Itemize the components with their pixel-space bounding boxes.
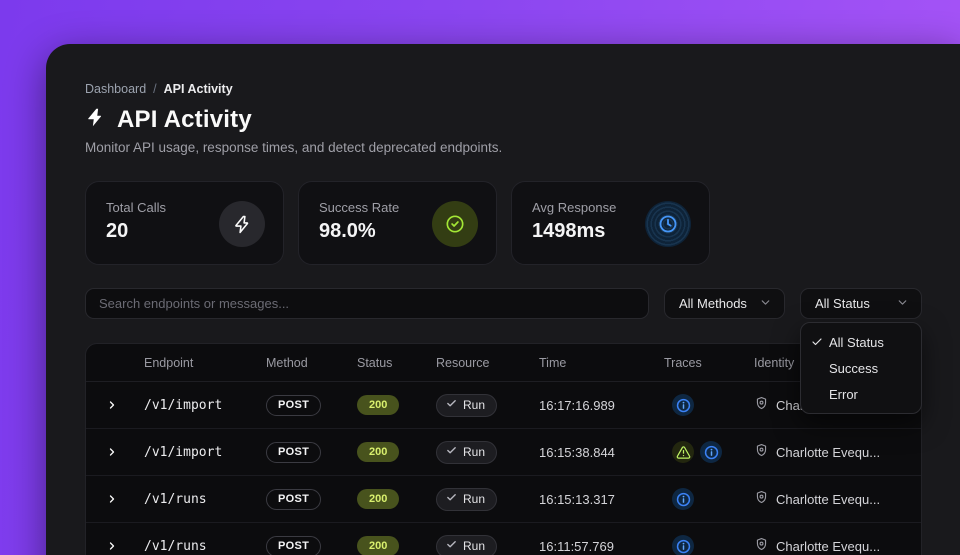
info-icon[interactable] xyxy=(700,441,722,463)
breadcrumb-current: API Activity xyxy=(163,82,233,96)
endpoint-cell: /v1/import xyxy=(144,444,223,460)
resource-pill: Run xyxy=(436,534,498,555)
main-panel: Dashboard / API Activity API Activity Mo… xyxy=(46,44,960,555)
column-header-traces: Traces xyxy=(664,355,702,370)
status-menu-item[interactable]: Success xyxy=(829,360,879,376)
info-icon[interactable] xyxy=(672,535,694,555)
shield-icon xyxy=(754,537,769,555)
identity-cell: Charlotte Evequ... xyxy=(754,443,921,461)
method-badge: POST xyxy=(266,394,322,416)
method-badge: POST xyxy=(266,488,322,510)
lightning-icon xyxy=(219,201,265,247)
breadcrumb: Dashboard / API Activity xyxy=(85,82,922,96)
api-activity-table: Endpoint Method Status Resource Time Tra… xyxy=(85,343,922,555)
stat-card-total-calls: Total Calls 20 xyxy=(85,181,284,265)
shield-icon xyxy=(754,490,769,508)
stat-value: 98.0% xyxy=(319,220,376,242)
table-row[interactable]: /v1/runs POST 200 Run 16:15:13.317 Charlotte … xyxy=(86,476,921,523)
endpoint-cell: /v1/runs xyxy=(144,538,207,554)
status-badge: 200 xyxy=(357,395,400,415)
column-header-resource: Resource xyxy=(436,355,490,370)
status-menu-item[interactable]: All Status xyxy=(801,329,921,355)
search-input[interactable] xyxy=(85,288,649,319)
row-expand-chevron-icon[interactable] xyxy=(86,399,144,411)
row-expand-chevron-icon[interactable] xyxy=(86,446,144,458)
stat-value: 1498ms xyxy=(532,220,606,242)
info-icon[interactable] xyxy=(672,394,694,416)
status-badge: 200 xyxy=(357,489,400,509)
column-header-method: Method xyxy=(266,355,308,370)
traces-cell xyxy=(664,441,754,463)
table-row[interactable]: /v1/runs POST 200 Run 16:11:57.769 Charlotte … xyxy=(86,523,921,555)
resource-pill: Run xyxy=(436,440,498,464)
endpoint-cell: /v1/runs xyxy=(144,491,207,507)
traces-cell xyxy=(664,535,754,555)
status-filter-value: All Status xyxy=(815,296,870,311)
time-cell: 16:15:38.844 xyxy=(539,444,615,460)
table-body: /v1/import POST 200 Run 16:17:16.989 Charlott… xyxy=(86,382,921,555)
identity-cell: Charlotte Evequ... xyxy=(754,537,921,555)
stat-card-success-rate: Success Rate 98.0% xyxy=(298,181,497,265)
column-header-time: Time xyxy=(539,355,567,370)
status-menu-item[interactable]: Error xyxy=(829,386,858,402)
stat-value: 20 xyxy=(106,220,129,242)
method-badge: POST xyxy=(266,535,322,555)
column-header-endpoint: Endpoint xyxy=(144,355,194,370)
traces-cell xyxy=(664,394,754,416)
stat-card-avg-response: Avg Response 1498ms xyxy=(511,181,710,265)
breadcrumb-parent[interactable]: Dashboard xyxy=(85,82,147,96)
shield-icon xyxy=(754,443,769,461)
identity-cell: Charlotte Evequ... xyxy=(754,396,921,414)
table-row[interactable]: /v1/import POST 200 Run 16:15:38.844 Charlott… xyxy=(86,429,921,476)
time-cell: 16:15:13.317 xyxy=(539,491,615,507)
check-icon xyxy=(446,445,457,459)
identity-cell: Charlotte Evequ... xyxy=(754,490,921,508)
stats-row: Total Calls 20 Success Rate 98.0% Avg xyxy=(85,181,922,265)
status-badge: 200 xyxy=(357,536,400,555)
check-icon xyxy=(446,492,457,506)
traces-cell xyxy=(664,488,754,510)
page-title: API Activity xyxy=(117,106,252,133)
page-subtitle: Monitor API usage, response times, and d… xyxy=(85,140,503,155)
column-header-identity: Identity xyxy=(754,355,795,370)
endpoint-cell: /v1/import xyxy=(144,397,223,413)
row-expand-chevron-icon[interactable] xyxy=(86,540,144,552)
table-row[interactable]: /v1/import POST 200 Run 16:17:16.989 Charlott… xyxy=(86,382,921,429)
stat-label: Success Rate xyxy=(319,200,400,215)
check-icon xyxy=(811,336,827,348)
methods-filter-dropdown[interactable]: All Methods xyxy=(664,288,785,319)
table-header: Endpoint Method Status Resource Time Tra… xyxy=(86,344,921,382)
status-filter-dropdown[interactable]: All Status xyxy=(800,288,922,319)
lightning-icon xyxy=(85,107,106,133)
stat-label: Avg Response xyxy=(532,200,617,215)
time-cell: 16:17:16.989 xyxy=(539,397,615,413)
status-badge: 200 xyxy=(357,442,400,462)
time-cell: 16:11:57.769 xyxy=(539,538,614,554)
status-filter-menu: All Status Success Error xyxy=(800,322,922,414)
row-expand-chevron-icon[interactable] xyxy=(86,493,144,505)
shield-icon xyxy=(754,396,769,414)
method-badge: POST xyxy=(266,441,322,463)
chevron-down-icon xyxy=(888,296,909,312)
check-icon xyxy=(446,539,457,553)
breadcrumb-separator: / xyxy=(153,82,157,96)
check-circle-icon xyxy=(432,201,478,247)
filter-row: All Methods All Status xyxy=(85,288,922,319)
resource-pill: Run xyxy=(436,393,498,417)
methods-filter-value: All Methods xyxy=(679,296,747,311)
stat-label: Total Calls xyxy=(106,200,166,215)
clock-icon xyxy=(645,201,691,247)
info-icon[interactable] xyxy=(672,488,694,510)
chevron-down-icon xyxy=(751,296,772,312)
resource-pill: Run xyxy=(436,487,498,511)
warning-icon[interactable] xyxy=(672,441,694,463)
check-icon xyxy=(446,398,457,412)
column-header-status: Status xyxy=(357,355,393,370)
